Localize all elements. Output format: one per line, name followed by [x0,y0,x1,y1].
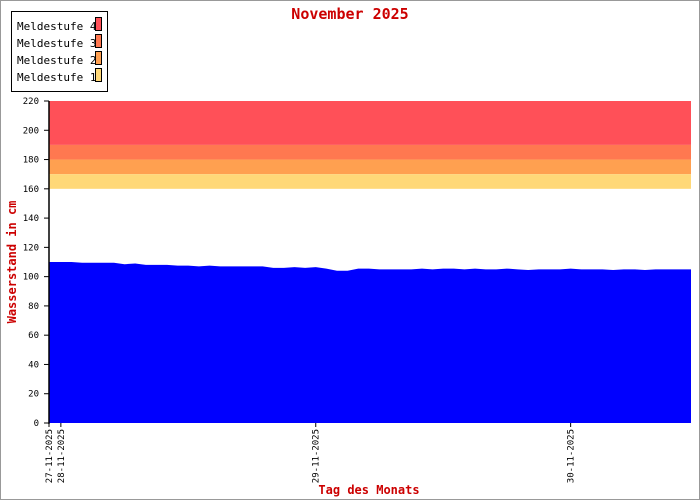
legend-swatch [95,17,102,31]
legend-label: Meldestufe 1 [17,71,96,84]
x-tick-label: 28-11-2025 [57,429,67,483]
legend-swatch [95,68,102,82]
y-tick-label: 220 [23,97,39,107]
legend-label: Meldestufe 2 [17,54,96,67]
threshold-band-2 [49,159,691,175]
y-tick-label: 0 [34,419,39,429]
x-tick-label: 30-11-2025 [567,429,577,483]
x-tick-label: 27-11-2025 [45,429,55,483]
legend-box [11,11,108,92]
y-tick-label: 40 [28,360,39,370]
y-axis-label: Wasserstand in cm [5,201,19,324]
y-tick-label: 20 [28,390,39,400]
legend-label: Meldestufe 3 [17,37,96,50]
x-tick-label: 29-11-2025 [312,429,322,483]
chart-title: November 2025 [291,5,408,23]
y-tick-label: 100 [23,273,39,283]
y-tick-label: 180 [23,156,39,166]
legend-label: Meldestufe 4 [17,20,97,33]
legend-swatch [95,51,102,65]
y-tick-label: 80 [28,302,39,312]
y-tick-label: 140 [23,214,39,224]
threshold-band-3 [49,144,691,160]
threshold-band-1 [49,174,691,189]
legend-swatch [95,34,102,48]
threshold-band-4 [49,101,691,145]
x-axis-label: Tag des Monats [318,483,419,497]
y-tick-label: 60 [28,331,39,341]
y-tick-label: 160 [23,185,39,195]
y-tick-label: 200 [23,126,39,136]
legend: Meldestufe 4 Meldestufe 3 Meldestufe 2 Meld… [11,11,108,92]
y-tick-label: 120 [23,243,39,253]
water-level-area [49,262,691,423]
